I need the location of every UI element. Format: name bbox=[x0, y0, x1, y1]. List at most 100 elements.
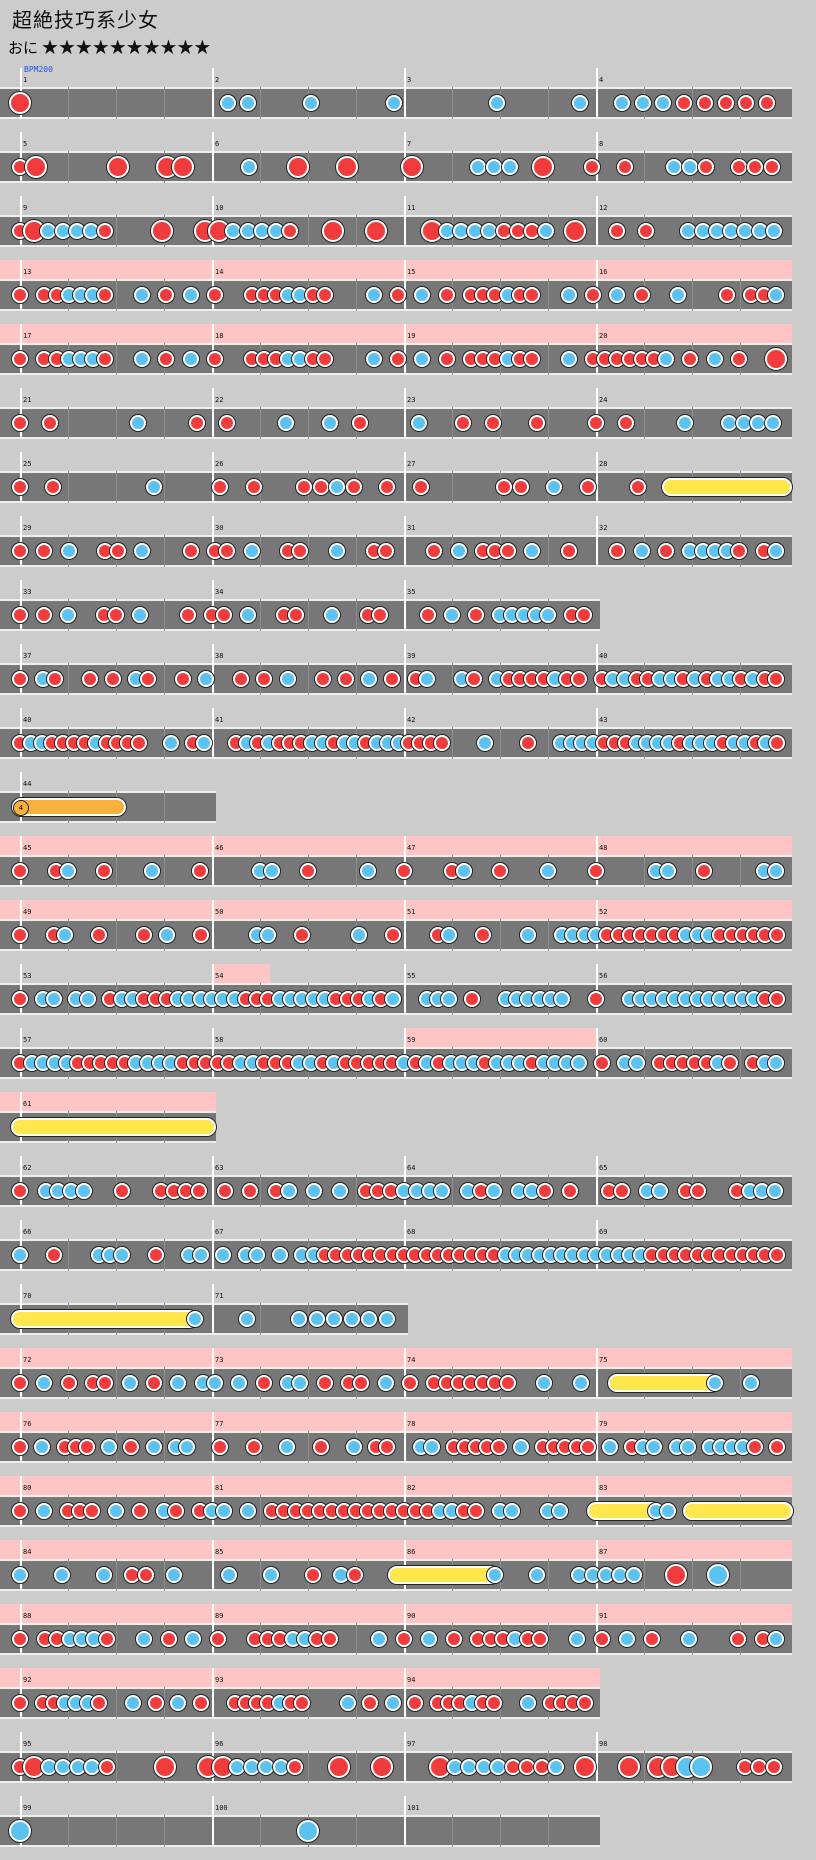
don-note bbox=[314, 671, 331, 687]
don-note bbox=[321, 1631, 338, 1647]
beat-line bbox=[68, 1815, 69, 1847]
drumroll-note bbox=[608, 1374, 721, 1392]
ka-big-note bbox=[707, 1564, 730, 1586]
beat-line bbox=[116, 215, 117, 247]
measure-number: 21 bbox=[23, 396, 32, 404]
beat-line bbox=[164, 791, 165, 823]
measure-number: 86 bbox=[407, 1548, 416, 1556]
don-note bbox=[512, 479, 529, 495]
ka-note bbox=[240, 95, 257, 111]
don-note bbox=[136, 927, 153, 943]
don-note bbox=[287, 1759, 304, 1775]
don-note bbox=[492, 863, 508, 879]
don-big-note bbox=[617, 1756, 640, 1778]
gogo-band bbox=[0, 1348, 792, 1368]
chart-row: 45 46 47 48 bbox=[0, 836, 792, 900]
chart-row: 29 30 31 32 bbox=[0, 516, 792, 580]
beat-line bbox=[740, 279, 741, 311]
beat-line bbox=[260, 1175, 261, 1207]
barline bbox=[404, 1540, 406, 1591]
measure-number: 37 bbox=[23, 652, 32, 660]
barline bbox=[404, 1156, 406, 1207]
drumroll-note bbox=[11, 1118, 217, 1136]
measure-number: 5 bbox=[23, 140, 28, 148]
don-note bbox=[300, 863, 316, 879]
don-big-note bbox=[321, 220, 344, 242]
measure-number: 15 bbox=[407, 268, 416, 276]
don-note bbox=[524, 351, 540, 367]
don-big-note bbox=[151, 220, 174, 242]
beat-line bbox=[356, 663, 357, 695]
ka-note bbox=[560, 351, 577, 367]
don-note bbox=[192, 863, 208, 879]
beat-line bbox=[548, 727, 549, 759]
barline bbox=[596, 324, 598, 375]
beat-line bbox=[308, 535, 309, 567]
measure-number: 3 bbox=[407, 76, 412, 84]
beat-line bbox=[500, 727, 501, 759]
barline bbox=[596, 900, 598, 951]
ka-note bbox=[339, 1695, 356, 1711]
beat-line bbox=[356, 87, 357, 119]
chart-row: 88 89 90 91 bbox=[0, 1604, 792, 1668]
don-note bbox=[372, 607, 388, 623]
drumroll-note bbox=[683, 1502, 794, 1520]
beat-line bbox=[452, 471, 453, 503]
beat-line bbox=[740, 1559, 741, 1591]
ka-note bbox=[489, 95, 506, 111]
measure-number: 11 bbox=[407, 204, 416, 212]
chart-row: 49 50 51 52 bbox=[0, 900, 792, 964]
difficulty-label: おに bbox=[8, 38, 39, 57]
measure-number: 52 bbox=[599, 908, 608, 916]
measure-number: 95 bbox=[23, 1740, 32, 1748]
don-note bbox=[396, 863, 412, 879]
don-note bbox=[746, 1439, 763, 1455]
barline bbox=[404, 68, 406, 119]
ka-note bbox=[101, 1439, 118, 1455]
beat-line bbox=[164, 1367, 165, 1399]
ka-note bbox=[231, 1375, 248, 1391]
don-note bbox=[633, 287, 650, 303]
measure-number: 7 bbox=[407, 140, 412, 148]
difficulty-row: おに ★★★★★★★★★★ bbox=[8, 34, 211, 60]
don-note bbox=[245, 1439, 262, 1455]
measure-number: 29 bbox=[23, 524, 32, 532]
don-big-note bbox=[107, 156, 130, 178]
beat-line bbox=[68, 1239, 69, 1271]
measure-number: 30 bbox=[215, 524, 224, 532]
beat-line bbox=[500, 1815, 501, 1847]
gogo-band bbox=[0, 260, 792, 280]
don-note bbox=[698, 159, 715, 175]
barline bbox=[212, 1412, 214, 1463]
don-note bbox=[676, 95, 693, 111]
don-note bbox=[294, 1695, 311, 1711]
don-note bbox=[12, 863, 28, 879]
chart-row: 80 81 82 83 bbox=[0, 1476, 794, 1540]
ka-note bbox=[655, 95, 672, 111]
ka-note bbox=[706, 351, 723, 367]
measure-number: 2 bbox=[215, 76, 220, 84]
don-note bbox=[765, 1759, 782, 1775]
beat-line bbox=[116, 1751, 117, 1783]
don-note bbox=[475, 927, 492, 943]
ka-note bbox=[133, 287, 150, 303]
beat-line bbox=[164, 663, 165, 695]
don-note bbox=[719, 287, 736, 303]
ka-note bbox=[646, 1439, 663, 1455]
measure-number: 72 bbox=[23, 1356, 32, 1364]
balloon-note bbox=[12, 798, 126, 816]
beat-line bbox=[308, 1751, 309, 1783]
ka-note bbox=[170, 1375, 187, 1391]
barline bbox=[212, 452, 214, 503]
don-big-note bbox=[665, 1564, 688, 1586]
ka-note bbox=[765, 415, 782, 431]
ka-note bbox=[679, 1439, 696, 1455]
drumroll-note bbox=[388, 1566, 500, 1584]
bpm-marker: BPM200 bbox=[24, 65, 53, 74]
ka-note bbox=[158, 927, 175, 943]
don-note bbox=[12, 607, 28, 623]
don-note bbox=[212, 479, 229, 495]
gogo-band bbox=[0, 1668, 600, 1688]
don-note bbox=[682, 351, 699, 367]
barline bbox=[404, 1412, 406, 1463]
